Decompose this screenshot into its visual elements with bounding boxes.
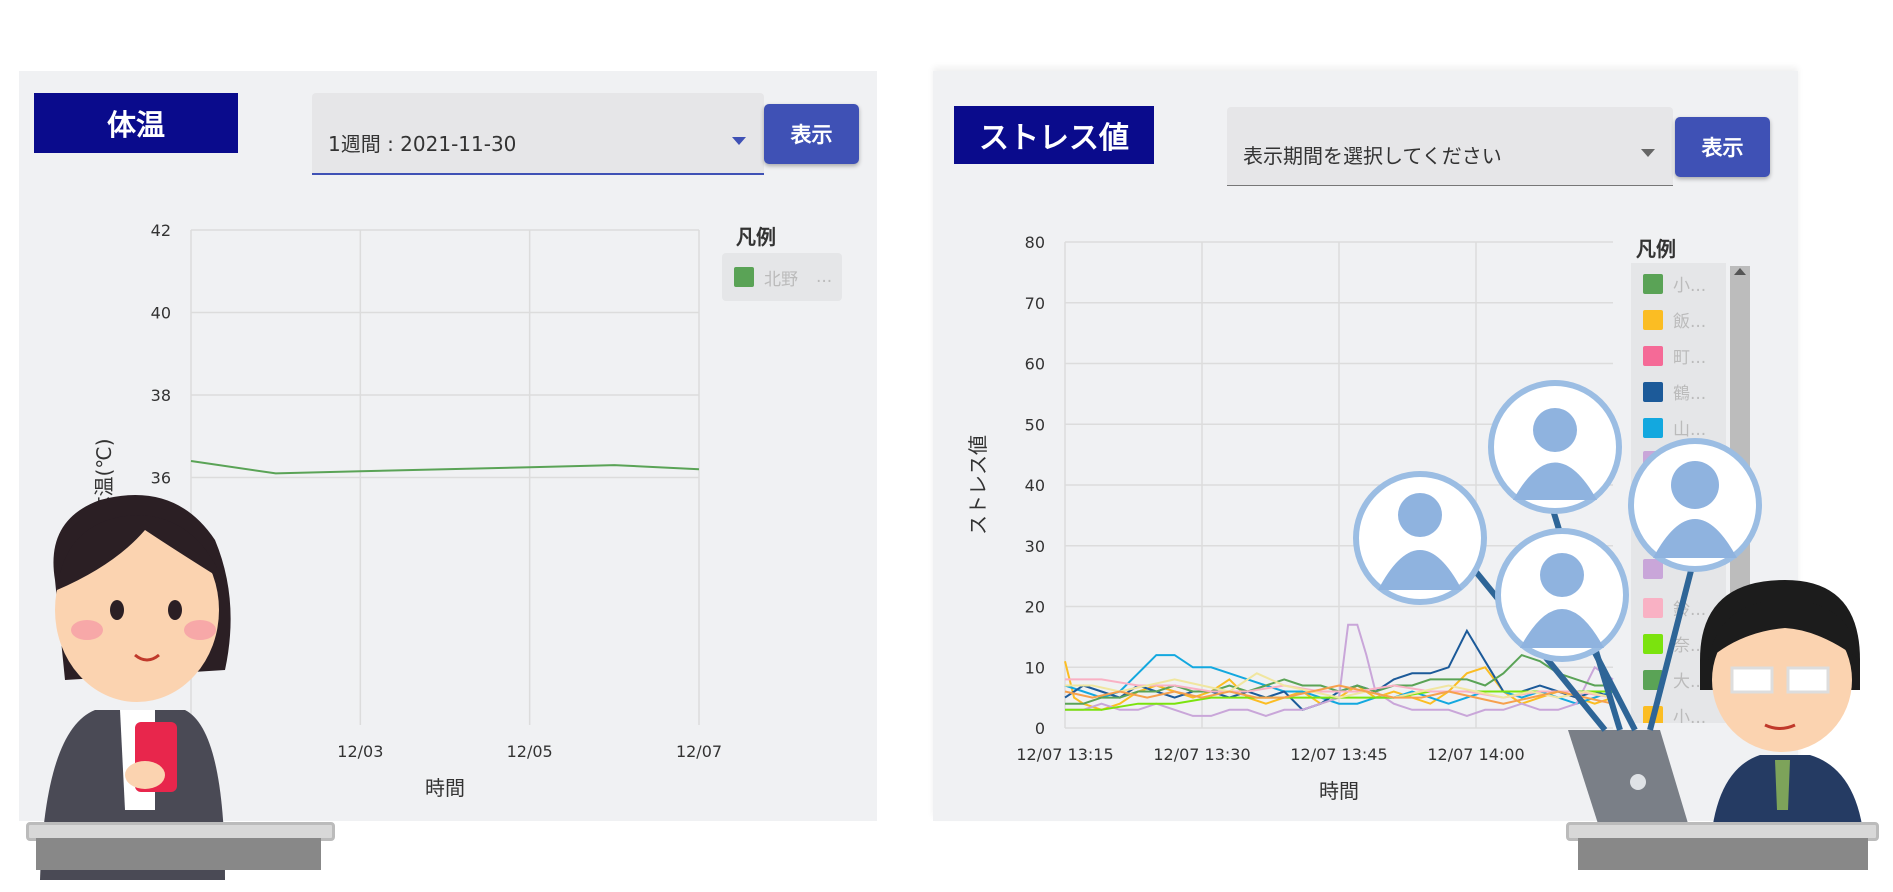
legend-title: 凡例	[736, 225, 776, 249]
temperature-title: 体温	[34, 93, 238, 153]
y-tick-label: 70	[1025, 294, 1045, 313]
y-axis-label: ストレス値	[966, 435, 990, 535]
legend-swatch	[1643, 381, 1663, 402]
scroll-up-icon[interactable]	[1734, 268, 1746, 275]
y-tick-label: 36	[151, 469, 171, 488]
x-tick-label: 12/07 14:00	[1427, 745, 1524, 764]
legend-swatch	[1643, 273, 1663, 294]
y-tick-label: 30	[1025, 537, 1045, 556]
chevron-down-icon	[732, 137, 746, 145]
legend-item-kitano[interactable]: 北野 ...	[722, 253, 842, 301]
chevron-down-icon	[1641, 149, 1655, 157]
period-select[interactable]: 1週間 : 2021-11-30	[312, 93, 764, 175]
y-tick-label: 38	[151, 386, 171, 405]
legend-label: 北野	[764, 269, 798, 290]
legend-label: 鶴...	[1673, 384, 1707, 404]
legend-swatch	[1643, 597, 1663, 618]
x-tick-label: 12/07	[676, 742, 722, 761]
counter-base	[1578, 838, 1868, 870]
network-avatars-illustration	[1353, 380, 1762, 732]
legend-item[interactable]: 山...	[1643, 415, 1706, 440]
y-tick-label: 10	[1025, 658, 1045, 677]
y-tick-label: 50	[1025, 415, 1045, 434]
legend-item[interactable]: 大...	[1643, 667, 1706, 692]
legend-label: 飯...	[1673, 312, 1707, 332]
legend-label: 小...	[1673, 276, 1707, 296]
series-line	[190, 460, 700, 475]
y-tick-label: 42	[151, 221, 171, 240]
y-tick-label: 0	[1035, 719, 1045, 738]
legend-label: 小...	[1673, 708, 1707, 723]
stress-chart: 80 70 60 50 40 30 20 10 0 12/07 13:15 12/07 13:30 1…	[966, 233, 1614, 803]
legend-label: 町...	[1673, 348, 1707, 368]
x-tick-label: 12/07 13:45	[1290, 745, 1387, 764]
legend-label: 山...	[1673, 420, 1707, 440]
legend-item[interactable]: 奈...	[1643, 631, 1706, 656]
legend-title: 凡例	[1636, 237, 1676, 261]
avatar-3-icon	[1495, 528, 1629, 662]
x-tick-label: 12/05	[507, 742, 553, 761]
counter-base	[36, 838, 321, 870]
y-tick-label: 40	[1025, 476, 1045, 495]
x-axis-label: 時間	[425, 776, 465, 800]
legend-label: 奈...	[1673, 636, 1707, 656]
series-line	[1065, 672, 1614, 699]
legend-item[interactable]: 飯...	[1643, 307, 1706, 332]
legend-swatch	[1643, 669, 1663, 690]
period-select-placeholder: 表示期間を選択してください	[1243, 144, 1502, 168]
legend-swatch	[1643, 559, 1663, 579]
avatar-1-icon	[1353, 471, 1487, 605]
period-select[interactable]: 表示期間を選択してください	[1227, 107, 1673, 186]
series-line	[1065, 623, 1614, 717]
y-tick-label: 60	[1025, 355, 1045, 374]
x-tick-label: 12/03	[337, 742, 383, 761]
legend-label: 大...	[1673, 672, 1707, 692]
show-button[interactable]: 表示	[764, 104, 859, 164]
x-tick-label: 12/07 13:30	[1153, 745, 1250, 764]
legend-item[interactable]: 町...	[1643, 343, 1706, 368]
legend-swatch	[1643, 633, 1663, 654]
x-axis-label: 時間	[1319, 779, 1359, 803]
legend-item[interactable]: 鶴...	[1643, 379, 1706, 404]
legend-swatch	[1643, 417, 1663, 438]
legend-item[interactable]: 小...	[1643, 271, 1706, 296]
legend-swatch	[1643, 309, 1663, 330]
period-select-value: 1週間 : 2021-11-30	[328, 132, 517, 156]
stress-title: ストレス値	[954, 106, 1154, 164]
series-line	[1064, 654, 1614, 705]
legend-swatch	[734, 267, 754, 287]
legend-item[interactable]	[1643, 559, 1673, 579]
legend-swatch	[1643, 345, 1663, 366]
y-tick-label: 80	[1025, 233, 1045, 252]
series-line	[1064, 684, 1614, 705]
show-button[interactable]: 表示	[1675, 117, 1770, 177]
avatar-4-icon	[1628, 438, 1762, 572]
stress-panel: ストレス値 表示期間を選択してください 表示 80 70 60 50 40 30 20 10 0…	[933, 71, 1798, 821]
avatar-2-icon	[1488, 380, 1622, 514]
legend-label-suffix: ...	[816, 267, 833, 287]
y-tick-label: 20	[1025, 598, 1045, 617]
y-tick-label: 40	[151, 304, 171, 323]
x-tick-label: 12/07 13:15	[1016, 745, 1113, 764]
